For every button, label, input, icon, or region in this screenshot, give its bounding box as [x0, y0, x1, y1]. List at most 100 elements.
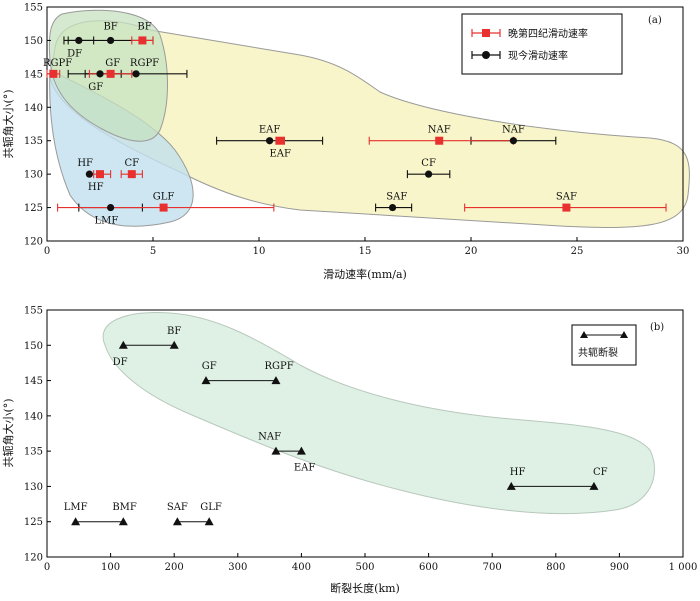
x-tick-label: 400 — [292, 562, 311, 573]
present-rate-point — [388, 203, 397, 212]
legend-b: 共轭断裂 — [571, 324, 637, 366]
x-tick-label: 300 — [228, 562, 247, 573]
present-rate-point — [509, 137, 517, 145]
point-label: BF — [167, 326, 181, 337]
late-quaternary-rate-point — [49, 69, 58, 78]
legend-triangle-left — [580, 331, 588, 338]
panel-a: 0 5 10 15 20 25 30 120 125 130 135 140 145 150 155 BF B… — [1, 3, 690, 281]
legend-a: 晚第四纪滑动速率 现今滑动速率 — [461, 13, 623, 75]
point-label: HF — [510, 467, 526, 478]
fault-triangle-marker — [204, 517, 214, 526]
x-tick-label: 600 — [419, 562, 438, 573]
point-label: SAF — [386, 192, 407, 203]
point-label: RGPF — [43, 58, 72, 69]
point-label: DF — [67, 48, 82, 59]
legend-label-late: 晚第四纪滑动速率 — [508, 27, 588, 40]
x-tick-label: 100 — [101, 562, 120, 573]
point-label: GF — [88, 82, 103, 93]
point-label: SAF — [556, 192, 577, 203]
point-label: GF — [105, 58, 120, 69]
fault-triangle-marker — [271, 376, 281, 385]
y-tick-label: 135 — [24, 136, 43, 147]
point-labels-b: BF DF GF RGPF NAF EAF HF CF LMF BMF SAF GLF — [64, 326, 608, 513]
y-tick-label: 130 — [24, 170, 43, 181]
axis-ticks-a: 0 5 10 15 20 25 30 120 125 130 135 140 145 150 155 — [24, 3, 689, 258]
late-quaternary-rate-point — [562, 203, 571, 212]
y-tick-label: 135 — [24, 447, 43, 458]
point-label: GLF — [153, 192, 175, 203]
y-tick-label: 150 — [24, 341, 43, 352]
panel-label-a: (a) — [648, 15, 662, 26]
x-tick-label: 30 — [677, 246, 690, 257]
point-label: HF — [77, 158, 93, 169]
present-rate-point — [107, 203, 115, 212]
point-label: EAF — [269, 149, 291, 160]
x-tick-label: 15 — [359, 246, 372, 257]
present-rate-point — [425, 170, 433, 178]
point-label: CF — [421, 158, 436, 169]
x-tick-label: 700 — [483, 562, 502, 573]
point-label: LMF — [94, 216, 118, 227]
point-label: RGPF — [130, 58, 159, 69]
y-tick-label: 155 — [24, 3, 43, 14]
green-region-b — [102, 312, 655, 515]
y-tick-label: 155 — [24, 306, 43, 317]
legend-triangle-right — [620, 331, 628, 338]
pairs-b — [71, 340, 599, 526]
y-tick-label: 145 — [24, 376, 43, 387]
fault-triangle-marker — [172, 517, 182, 526]
late-quaternary-rate-point — [435, 136, 444, 145]
late-quaternary-rate-point — [159, 203, 168, 212]
point-label: BF — [103, 22, 117, 33]
late-quaternary-rate-point — [138, 36, 147, 45]
fault-triangle-marker — [71, 517, 81, 526]
point-label: EAF — [259, 125, 281, 136]
present-rate-point — [96, 70, 104, 78]
legend-label-b: 共轭断裂 — [578, 346, 618, 359]
y-tick-label: 120 — [24, 553, 43, 564]
point-label: BMF — [112, 502, 137, 513]
present-rate-point — [132, 70, 140, 78]
legend-label-present: 现今滑动速率 — [508, 49, 568, 62]
point-label: NAF — [428, 125, 451, 136]
x-tick-label: 5 — [150, 246, 156, 257]
x-tick-label: 800 — [546, 562, 565, 573]
late-quaternary-rate-point — [276, 136, 285, 145]
x-tick-label: 0 — [44, 562, 50, 573]
legend-box-b — [571, 324, 637, 366]
xlabel-b: 断裂长度(km) — [330, 581, 400, 595]
point-label: RGPF — [265, 361, 294, 372]
xlabel-a: 滑动速率(mm/a) — [323, 267, 407, 281]
legend-circle-marker — [482, 51, 490, 59]
fault-triangle-marker — [589, 481, 599, 490]
fault-triangle-marker — [169, 340, 179, 349]
fault-triangle-marker — [271, 446, 281, 455]
x-tick-label: 1 000 — [669, 562, 698, 573]
x-tick-label: 200 — [165, 562, 184, 573]
ylabel-b: 共轭角大小(°) — [1, 398, 15, 467]
fault-triangle-marker — [118, 517, 128, 526]
panel-label-b: (b) — [650, 322, 664, 333]
fault-triangle-marker — [296, 446, 306, 455]
late-quaternary-rate-point — [96, 170, 104, 179]
present-rate-point — [107, 36, 115, 45]
fault-triangle-marker — [201, 376, 211, 385]
y-tick-label: 120 — [24, 237, 43, 248]
fault-triangle-marker — [506, 481, 516, 490]
x-tick-label: 25 — [571, 246, 584, 257]
point-label: GLF — [200, 502, 222, 513]
point-label: CF — [593, 467, 608, 478]
point-label: LMF — [64, 502, 88, 513]
y-tick-label: 125 — [24, 203, 43, 214]
x-tick-label: 0 — [44, 246, 50, 257]
point-label: GF — [202, 361, 217, 372]
fault-triangle-marker — [118, 340, 128, 349]
point-label: NAF — [258, 432, 281, 443]
y-tick-label: 150 — [24, 36, 43, 47]
panel-b: 0 100 200 300 400 500 600 700 800 900 1 000 120 125 1… — [1, 306, 697, 596]
ylabel-a: 共轭角大小(°) — [1, 89, 15, 158]
present-rate-point — [75, 36, 83, 45]
point-label: SAF — [167, 502, 188, 513]
